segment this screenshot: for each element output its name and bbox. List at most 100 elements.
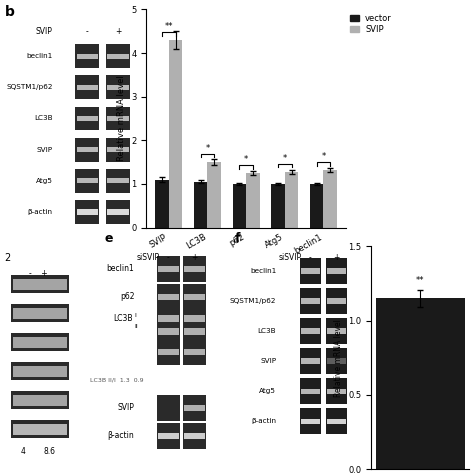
- FancyBboxPatch shape: [77, 85, 98, 90]
- FancyBboxPatch shape: [75, 44, 99, 68]
- FancyBboxPatch shape: [183, 395, 207, 421]
- Text: LC3B: LC3B: [114, 314, 133, 323]
- Text: 8.6: 8.6: [44, 447, 55, 456]
- Bar: [233, 184, 246, 228]
- Bar: [208, 162, 221, 228]
- FancyBboxPatch shape: [301, 419, 319, 424]
- FancyBboxPatch shape: [77, 147, 98, 152]
- FancyBboxPatch shape: [301, 298, 319, 304]
- FancyBboxPatch shape: [300, 318, 321, 344]
- Text: beclin1: beclin1: [27, 53, 53, 59]
- Text: siSVIP: siSVIP: [279, 253, 302, 262]
- FancyBboxPatch shape: [184, 349, 205, 356]
- Text: LC3B II/I  1.3  0.9: LC3B II/I 1.3 0.9: [90, 378, 144, 383]
- FancyBboxPatch shape: [184, 405, 205, 411]
- Bar: [323, 170, 337, 228]
- FancyBboxPatch shape: [183, 339, 207, 365]
- FancyBboxPatch shape: [157, 283, 180, 310]
- FancyBboxPatch shape: [328, 268, 346, 274]
- FancyBboxPatch shape: [77, 54, 98, 59]
- Text: e: e: [104, 232, 113, 245]
- Text: *: *: [205, 144, 210, 153]
- FancyBboxPatch shape: [106, 107, 130, 130]
- Text: -: -: [309, 253, 312, 262]
- FancyBboxPatch shape: [300, 378, 321, 404]
- FancyBboxPatch shape: [11, 333, 69, 351]
- Bar: [194, 182, 208, 228]
- FancyBboxPatch shape: [326, 288, 347, 314]
- FancyBboxPatch shape: [11, 420, 69, 438]
- Y-axis label: Relative mRNA level: Relative mRNA level: [117, 76, 126, 161]
- FancyBboxPatch shape: [157, 256, 180, 282]
- Bar: [271, 184, 285, 228]
- FancyBboxPatch shape: [326, 348, 347, 374]
- FancyBboxPatch shape: [301, 328, 319, 334]
- Text: I: I: [135, 313, 137, 319]
- FancyBboxPatch shape: [158, 328, 179, 335]
- FancyBboxPatch shape: [107, 147, 128, 152]
- Text: +: +: [333, 253, 340, 262]
- FancyBboxPatch shape: [326, 408, 347, 434]
- Text: II: II: [135, 324, 138, 329]
- FancyBboxPatch shape: [13, 365, 67, 377]
- Text: β-actin: β-actin: [108, 431, 135, 440]
- FancyBboxPatch shape: [106, 44, 130, 68]
- Text: 4: 4: [20, 447, 25, 456]
- FancyBboxPatch shape: [158, 293, 179, 300]
- FancyBboxPatch shape: [157, 308, 180, 328]
- Text: +: +: [115, 27, 121, 36]
- FancyBboxPatch shape: [11, 275, 69, 293]
- FancyBboxPatch shape: [326, 258, 347, 284]
- FancyBboxPatch shape: [77, 116, 98, 121]
- FancyBboxPatch shape: [75, 137, 99, 162]
- FancyBboxPatch shape: [13, 337, 67, 348]
- Text: *: *: [321, 152, 326, 161]
- FancyBboxPatch shape: [183, 321, 207, 341]
- FancyBboxPatch shape: [107, 85, 128, 90]
- FancyBboxPatch shape: [107, 178, 128, 183]
- FancyBboxPatch shape: [300, 408, 321, 434]
- FancyBboxPatch shape: [328, 358, 346, 364]
- FancyBboxPatch shape: [13, 308, 67, 319]
- FancyBboxPatch shape: [11, 362, 69, 380]
- Text: SVIP: SVIP: [260, 358, 276, 364]
- FancyBboxPatch shape: [301, 358, 319, 364]
- FancyBboxPatch shape: [183, 423, 207, 449]
- FancyBboxPatch shape: [326, 318, 347, 344]
- Text: β-actin: β-actin: [27, 209, 53, 215]
- FancyBboxPatch shape: [13, 395, 67, 406]
- Text: SQSTM1/p62: SQSTM1/p62: [6, 84, 53, 91]
- Text: siSVIP: siSVIP: [137, 253, 160, 262]
- FancyBboxPatch shape: [107, 209, 128, 215]
- Bar: [310, 184, 323, 228]
- Text: LC3B: LC3B: [34, 116, 53, 121]
- Text: SQSTM1/p62: SQSTM1/p62: [230, 298, 276, 304]
- FancyBboxPatch shape: [75, 200, 99, 224]
- Text: -    +: - +: [29, 269, 47, 278]
- FancyBboxPatch shape: [13, 424, 67, 435]
- Text: SVIP: SVIP: [118, 403, 135, 412]
- FancyBboxPatch shape: [11, 304, 69, 322]
- Text: beclin1: beclin1: [250, 268, 276, 274]
- FancyBboxPatch shape: [106, 200, 130, 224]
- Text: beclin1: beclin1: [107, 264, 135, 273]
- Bar: [246, 173, 260, 228]
- Text: -: -: [167, 253, 170, 262]
- Text: b: b: [5, 5, 15, 19]
- Text: SVIP: SVIP: [36, 27, 53, 36]
- Text: +: +: [191, 253, 198, 262]
- Text: **: **: [416, 276, 424, 285]
- FancyBboxPatch shape: [328, 298, 346, 304]
- FancyBboxPatch shape: [157, 423, 180, 449]
- FancyBboxPatch shape: [158, 433, 179, 439]
- Legend: vector, SVIP: vector, SVIP: [350, 14, 392, 34]
- FancyBboxPatch shape: [184, 266, 205, 272]
- FancyBboxPatch shape: [301, 268, 319, 274]
- Text: -: -: [86, 27, 89, 36]
- Text: *: *: [283, 154, 287, 163]
- FancyBboxPatch shape: [11, 392, 69, 409]
- Text: p62: p62: [120, 292, 135, 301]
- FancyBboxPatch shape: [183, 308, 207, 328]
- FancyBboxPatch shape: [13, 279, 67, 290]
- FancyBboxPatch shape: [158, 266, 179, 272]
